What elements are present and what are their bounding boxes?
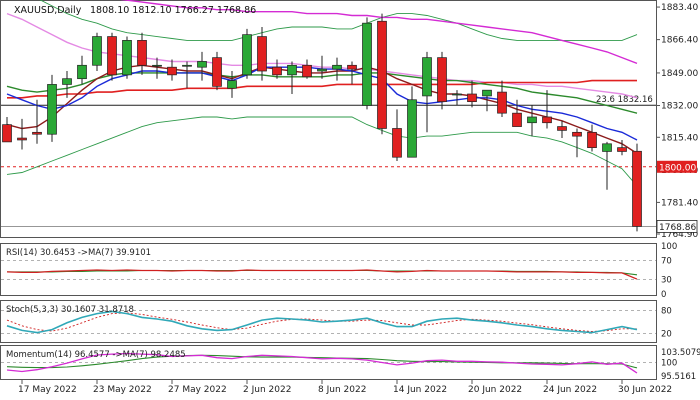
last-price-tag — [656, 220, 698, 233]
rsi-label: RSI(14) 30.6453 ->MA(7) 39.9101 — [6, 248, 151, 258]
candle-body — [347, 64, 357, 70]
candle-body — [92, 36, 102, 66]
price-tick-label: 1883.40 — [661, 3, 698, 13]
candle-body — [362, 22, 372, 106]
x-tick-label: 30 Jun 2022 — [618, 385, 672, 395]
rsi-tick-label: 0 — [661, 290, 666, 300]
candle-body — [527, 116, 537, 124]
x-tick-label: 20 Jun 2022 — [468, 385, 522, 395]
candle-body — [467, 93, 477, 103]
candle-body — [17, 137, 27, 141]
candle-body — [377, 20, 387, 129]
candle-body — [242, 34, 252, 76]
candle-body — [392, 128, 402, 158]
candle-body — [182, 64, 192, 67]
candle-body — [62, 78, 72, 85]
x-tick-label: 17 May 2022 — [18, 385, 77, 395]
ma-red-line — [7, 79, 637, 99]
candle-body — [512, 112, 522, 127]
rsi-panel-frame — [0, 243, 657, 296]
x-tick-label: 24 Jun 2022 — [543, 385, 597, 395]
stoch-label: Stoch(5,3,3) 30.1607 31.8718 — [6, 305, 134, 315]
fib-level-label: 23.6 1832.16 — [596, 95, 653, 105]
momentum-tick-label: 100 — [661, 359, 677, 369]
momentum-tick-label: 95.5161 — [661, 372, 696, 382]
level-1800-tag-label: 1800.00 — [659, 163, 696, 173]
candle-body — [617, 147, 627, 152]
price-tick-label: 1832.00 — [661, 101, 698, 111]
stoch-signal-line — [6, 312, 637, 332]
x-tick-label: 2 Jun 2022 — [243, 385, 291, 395]
stoch-tick-label: 20 — [661, 329, 672, 339]
x-tick-label: 14 Jun 2022 — [393, 385, 447, 395]
candle-body — [107, 36, 117, 76]
candle-body — [497, 91, 507, 114]
ohlc-label: 1808.10 1812.10 1766.27 1768.86 — [90, 5, 256, 16]
candle-body — [482, 89, 492, 97]
momentum-tick-label: 103.5079 — [661, 348, 700, 358]
rsi-tick-label: 70 — [661, 256, 672, 266]
candle-body — [287, 64, 297, 76]
bollinger-upper-line — [39, 0, 638, 41]
symbol-label: XAUUSD,Daily — [14, 5, 82, 16]
candle-body — [77, 64, 87, 80]
candle-body — [587, 131, 597, 148]
rsi-line — [6, 269, 638, 280]
candle-body — [422, 57, 432, 97]
candle-body — [152, 64, 162, 67]
candle-body — [227, 80, 237, 89]
candle-body — [632, 150, 642, 227]
stoch-tick-label: 80 — [661, 307, 672, 317]
x-tick-label: 27 May 2022 — [168, 385, 227, 395]
candle-body — [212, 57, 222, 87]
momentum-label: Momentum(14) 96.4577 ->MA(7) 98.2485 — [6, 350, 186, 360]
price-tick-label: 1815.40 — [661, 133, 698, 143]
candle-body — [542, 116, 552, 124]
price-tick-label: 1849.00 — [661, 69, 698, 79]
price-tick-label: 1764.90 — [661, 230, 698, 240]
candle-body — [272, 66, 282, 76]
level-1800-tag — [657, 160, 697, 173]
x-tick-label: 23 May 2022 — [93, 385, 152, 395]
candle-body — [2, 124, 12, 143]
candle-body — [47, 84, 57, 135]
candle-body — [257, 36, 267, 72]
candle-body — [557, 126, 567, 131]
rsi-tick-label: 100 — [661, 242, 677, 252]
candle-body — [122, 40, 132, 76]
candle-body — [572, 131, 582, 137]
rsi-tick-label: 30 — [661, 276, 672, 286]
candle-body — [332, 64, 342, 70]
momentum-ma-line — [6, 354, 638, 369]
candle-body — [437, 57, 447, 103]
last-price-tag-label: 1768.86 — [659, 223, 696, 233]
ma-magenta-line — [119, 0, 638, 65]
momentum-line — [6, 352, 638, 374]
candle-body — [602, 143, 612, 152]
stoch-main-line — [6, 310, 638, 334]
candle-body — [452, 93, 462, 96]
x-tick-label: 8 Jun 2022 — [318, 385, 366, 395]
price-tick-label: 1781.40 — [661, 198, 698, 208]
candle-body — [317, 68, 327, 72]
candle-body — [32, 131, 42, 135]
price-tick-label: 1866.40 — [661, 36, 698, 46]
candle-body — [407, 99, 417, 158]
main-panel-frame — [0, 0, 657, 238]
candle-body — [167, 66, 177, 76]
candle-body — [302, 64, 312, 78]
candle-body — [197, 61, 207, 68]
candle-body — [137, 40, 147, 66]
